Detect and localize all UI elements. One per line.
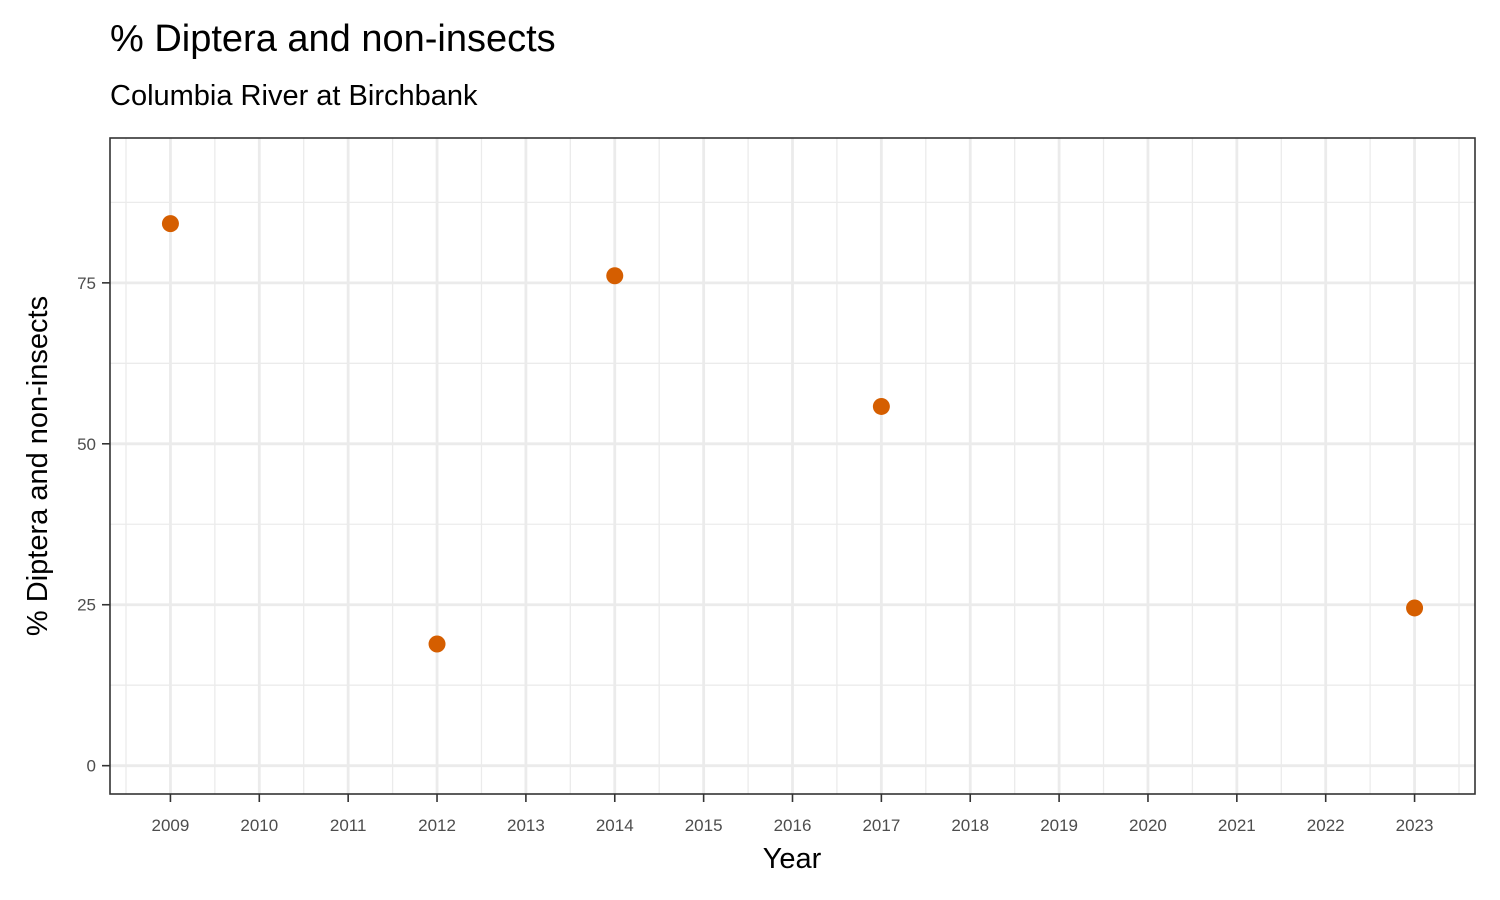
x-axis-title: Year [763,843,822,875]
x-tick-label: 2023 [1396,816,1434,835]
y-tick-label: 25 [77,596,96,615]
data-point [872,397,890,415]
x-tick-label: 2022 [1307,816,1345,835]
x-tick-label: 2019 [1040,816,1078,835]
x-tick-label: 2009 [152,816,190,835]
chart-title: % Diptera and non-insects [110,18,556,60]
grid-lines [110,138,1475,794]
x-tick-label: 2013 [507,816,545,835]
axes: 2009 2010 2011 2012 2013 2014 2015 2016 2017 2018… [77,274,1433,835]
x-tick-label: 2014 [596,816,634,835]
y-tick-label: 0 [87,757,96,776]
x-tick-label: 2015 [685,816,723,835]
x-tick-label: 2010 [240,816,278,835]
y-tick-label: 75 [77,274,96,293]
x-tick-label: 2016 [774,816,812,835]
y-tick-label: 50 [77,435,96,454]
x-tick-label: 2020 [1129,816,1167,835]
data-point [428,635,446,653]
x-tick-label: 2018 [951,816,989,835]
x-tick-label: 2012 [418,816,456,835]
y-axis-title: % Diptera and non-insects [22,296,54,636]
x-tick-label: 2011 [330,816,367,835]
data-point [161,215,179,233]
data-points [161,215,1424,653]
x-tick-label: 2021 [1218,816,1256,835]
data-point [1406,599,1424,617]
chart-subtitle: Columbia River at Birchbank [110,80,478,112]
data-point [606,267,624,285]
x-tick-label: 2017 [862,816,900,835]
